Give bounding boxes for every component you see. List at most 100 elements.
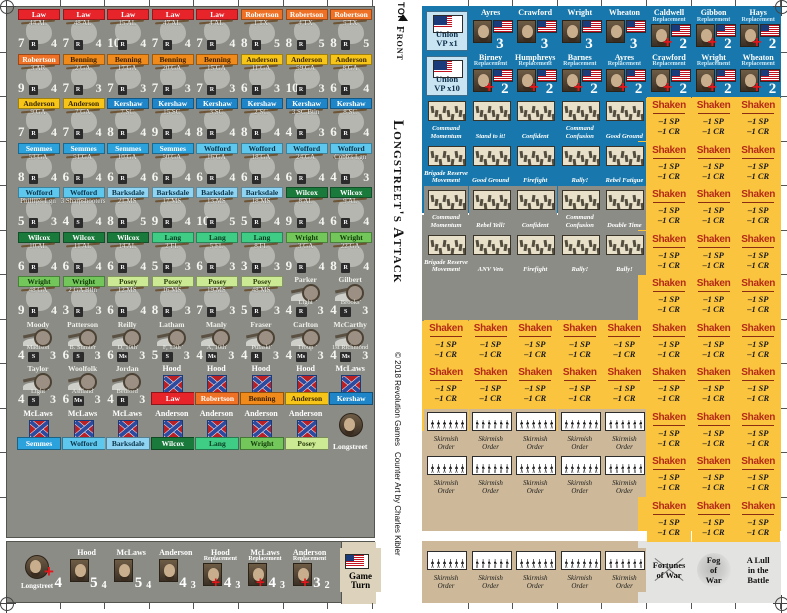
leader-counter[interactable]: Hood Replacement +4 3	[198, 548, 243, 592]
event-counter[interactable]: Rally!	[557, 230, 602, 275]
leader-counter[interactable]: Anderson Replacement +3 2	[287, 548, 332, 592]
shaken-marker[interactable]: Shaken –1 SP –1 CR	[736, 186, 781, 230]
skirmish-order-marker[interactable]: Skirmish Order	[602, 548, 647, 592]
infantry-counter[interactable]: Robertson 3 AR 9 R 4	[16, 52, 60, 97]
infantry-counter[interactable]: Anderson 11 GA 6 R 3	[239, 52, 283, 97]
infantry-counter[interactable]: Wofford Cobb's Lgn 4 R 3	[328, 141, 373, 186]
division-hq-marker[interactable]: Anderson Posey	[283, 408, 329, 453]
leader-counter[interactable]: McLaws Replacement +4 3	[243, 548, 287, 592]
event-counter[interactable]: ANV Vets	[468, 230, 513, 275]
event-counter[interactable]: Confident	[513, 97, 558, 141]
longstreet-commander-counter[interactable]: Longstreet	[328, 408, 373, 453]
infantry-counter[interactable]: Wilcox 10 AL 6 R 4	[16, 230, 60, 275]
skirmish-order-marker[interactable]: Skirmish Order	[424, 408, 468, 453]
infantry-counter[interactable]: Semmes 10 GA 6 R 4	[105, 141, 150, 186]
infantry-counter[interactable]: Law 47 AL 7 R 4	[149, 8, 194, 52]
infantry-counter[interactable]: Law 15 AL 10 R 4	[105, 8, 150, 52]
infantry-counter[interactable]: Benning 2 GA 7 R 3	[60, 52, 105, 97]
skirmish-order-marker[interactable]: Skirmish Order	[513, 408, 558, 453]
infantry-counter[interactable]: Wilcox 8 AL 9 R 4	[283, 186, 328, 230]
infantry-counter[interactable]: Robertson 1 TX 8 R 5	[239, 8, 283, 52]
shaken-marker[interactable]: Shaken –1 SP –1 CR	[736, 364, 781, 408]
skirmish-order-marker[interactable]: Skirmish Order	[557, 408, 602, 453]
shaken-marker[interactable]: Shaken –1 SP –1 CR	[647, 275, 691, 319]
infantry-counter[interactable]: Kershaw 15 SC 9 R 4	[149, 97, 194, 141]
infantry-counter[interactable]: Robertson 5 TX 8 R 5	[328, 8, 373, 52]
shaken-marker[interactable]: Shaken –1 SP –1 CR	[691, 453, 736, 497]
event-counter[interactable]: Command Confusion	[557, 97, 602, 141]
artillery-counter[interactable]: Patterson B. Sumter 6 S 3	[60, 319, 105, 364]
victory-point-counter[interactable]: Union VP x10	[424, 52, 468, 97]
shaken-marker[interactable]: Shaken –1 SP –1 CR	[602, 319, 647, 364]
infantry-counter[interactable]: Wofford 3 Sharpshooters 4 S 4	[60, 186, 106, 230]
special-marker[interactable]: A Lull in the Battle	[736, 548, 781, 592]
skirmish-order-marker[interactable]: Skirmish Order	[424, 548, 468, 592]
union-leader-counter[interactable]: Birney Replacement +2	[468, 52, 513, 97]
skirmish-order-marker[interactable]: Skirmish Order	[602, 408, 647, 453]
shaken-marker[interactable]: Shaken –1 SP –1 CR	[468, 319, 513, 364]
leader-counter[interactable]: Anderson 4 3	[153, 548, 198, 592]
union-leader-counter[interactable]: Wheaton 3	[602, 8, 647, 52]
infantry-counter[interactable]: Lang 2 FL 5 R 3	[149, 230, 194, 275]
shaken-marker[interactable]: Shaken –1 SP –1 CR	[468, 364, 513, 408]
artillery-counter[interactable]: Carlton Troup 4 Ms 3	[283, 319, 328, 364]
artillery-counter[interactable]: Woolfolk Ashland 6 Ms 3	[60, 364, 105, 408]
artillery-counter[interactable]: Manly A, 10th 4 Ms 3	[194, 319, 239, 364]
division-hq-marker[interactable]: Anderson Wilcox	[149, 408, 195, 453]
shaken-marker[interactable]: Shaken –1 SP –1 CR	[691, 319, 736, 364]
shaken-marker[interactable]: Shaken –1 SP –1 CR	[647, 497, 691, 542]
shaken-marker[interactable]: Shaken –1 SP –1 CR	[557, 364, 602, 408]
infantry-counter[interactable]: Semmes 53 GA 8 R 4	[16, 141, 60, 186]
division-hq-marker[interactable]: McLaws Barksdale	[105, 408, 151, 453]
shaken-marker[interactable]: Shaken –1 SP –1 CR	[736, 97, 781, 141]
artillery-counter[interactable]: Moody Madison 4 S 3	[16, 319, 60, 364]
division-hq-marker[interactable]: Anderson Lang	[194, 408, 240, 453]
infantry-counter[interactable]: Posey 16 MS 8 R 3	[149, 275, 194, 319]
leader-counter[interactable]: + Longstreet 4	[20, 548, 64, 592]
event-counter[interactable]: Command Momentum	[424, 186, 468, 230]
infantry-counter[interactable]: Anderson 7 GA 7 R 4	[60, 97, 105, 141]
infantry-counter[interactable]: Barksdale 21 MS 8 R 5	[105, 186, 150, 230]
infantry-counter[interactable]: Wright 2 GA Btln 3 R 3	[60, 275, 105, 319]
union-leader-counter[interactable]: Wright Replacement +2	[691, 52, 736, 97]
union-leader-counter[interactable]: Wheaton Replacement +2	[736, 52, 781, 97]
event-counter[interactable]: Good Ground	[602, 97, 647, 141]
shaken-marker[interactable]: Shaken –1 SP –1 CR	[691, 186, 736, 230]
infantry-counter[interactable]: Wofford 18 GA 6 R 4	[239, 141, 283, 186]
infantry-counter[interactable]: Posey 12 MS 6 R 4	[105, 275, 150, 319]
division-hq-marker[interactable]: McLaws Semmes	[16, 408, 61, 453]
infantry-counter[interactable]: Kershaw 3 SC 8 R 4	[194, 97, 239, 141]
infantry-counter[interactable]: Posey 48 MS 5 R 3	[239, 275, 283, 319]
infantry-counter[interactable]: Wright 48 GA 9 R 4	[16, 275, 60, 319]
artillery-counter[interactable]: McCarthy 1st Richmond 4 Ms 3	[328, 319, 373, 364]
event-counter[interactable]: Double Time	[602, 186, 647, 230]
game-turn-counter[interactable]: Game Turn	[340, 548, 381, 592]
skirmish-order-marker[interactable]: Skirmish Order	[557, 548, 602, 592]
victory-point-counter[interactable]: Union VP x1	[424, 8, 468, 52]
infantry-counter[interactable]: Wofford 24 GA 6 R 4	[283, 141, 328, 186]
shaken-marker[interactable]: Shaken –1 SP –1 CR	[691, 275, 736, 319]
event-counter[interactable]: Rebel Yell!	[468, 186, 513, 230]
division-hq-marker[interactable]: Hood Robertson	[194, 364, 240, 408]
union-leader-counter[interactable]: Crawford Replacement +2	[647, 52, 691, 97]
shaken-marker[interactable]: Shaken –1 SP –1 CR	[647, 408, 691, 453]
shaken-marker[interactable]: Shaken –1 SP –1 CR	[736, 453, 781, 497]
infantry-counter[interactable]: Benning 20 GA 7 R 3	[149, 52, 194, 97]
event-counter[interactable]: Rally!	[557, 141, 602, 186]
shaken-marker[interactable]: Shaken –1 SP –1 CR	[647, 364, 691, 408]
event-counter[interactable]: Stand to it!	[468, 97, 513, 141]
infantry-counter[interactable]: Law 4 AL 7 R 4	[194, 8, 239, 52]
infantry-counter[interactable]: Wilcox 14 AL 6 R 4	[105, 230, 150, 275]
shaken-marker[interactable]: Shaken –1 SP –1 CR	[736, 408, 781, 453]
infantry-counter[interactable]: Semmes 50 GA 6 R 4	[149, 141, 194, 186]
division-hq-marker[interactable]: Hood Law	[149, 364, 195, 408]
event-counter[interactable]: Command Momentum	[424, 97, 468, 141]
artillery-counter[interactable]: Reilly D, 10th 6 Ms 3	[105, 319, 150, 364]
infantry-counter[interactable]: Kershaw 7 SC 8 R 4	[105, 97, 150, 141]
artillery-counter[interactable]: Parker Light 4 R 3	[283, 275, 328, 319]
event-counter[interactable]: Command Confusion	[557, 186, 602, 230]
union-leader-counter[interactable]: Barnes Replacement +2	[557, 52, 602, 97]
shaken-marker[interactable]: Shaken –1 SP –1 CR	[736, 319, 781, 364]
infantry-counter[interactable]: Kershaw 2 SC 8 R 4	[239, 97, 283, 141]
shaken-marker[interactable]: Shaken –1 SP –1 CR	[513, 319, 558, 364]
